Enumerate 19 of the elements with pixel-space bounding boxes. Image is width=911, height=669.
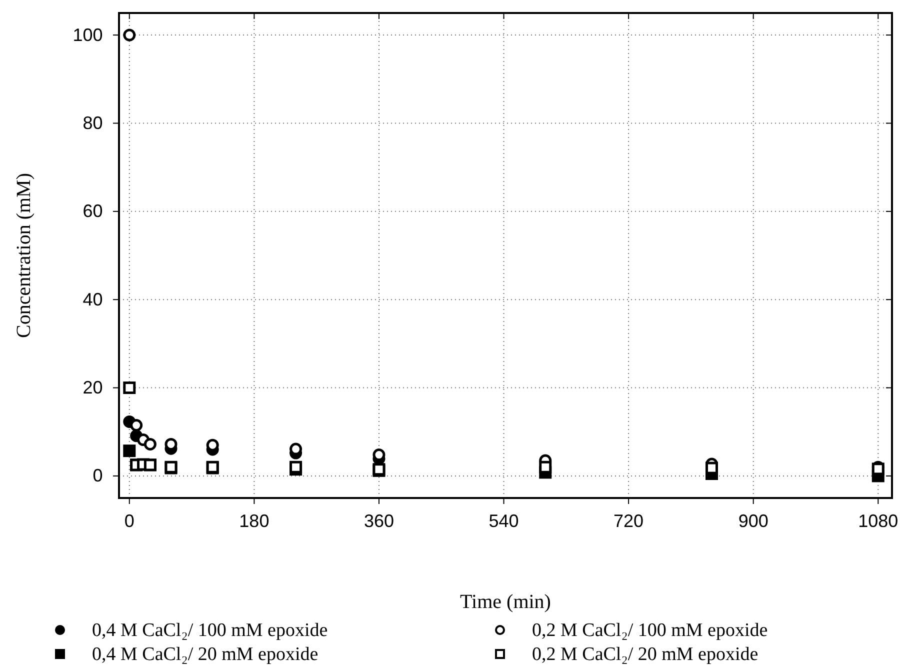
y-tick-label: 40 — [82, 289, 103, 310]
y-tick-label: 100 — [72, 24, 103, 45]
y-tick-label: 80 — [82, 112, 103, 133]
x-tick-label: 360 — [364, 510, 394, 531]
x-tick-label: 0 — [124, 510, 134, 531]
legend-label: 0,4 M CaCl₂/ 100 mM epoxide — [92, 620, 328, 641]
x-tick-label: 1080 — [858, 510, 898, 531]
x-tick-label: 900 — [738, 510, 768, 531]
x-tick-label: 180 — [239, 510, 270, 531]
legend-label: 0,2 M CaCl₂/ 100 mM epoxide — [532, 620, 768, 641]
y-tick-label: 20 — [82, 378, 103, 398]
x-tick-label: 720 — [614, 510, 644, 531]
x-axis-title: Time (min) — [460, 591, 551, 613]
y-tick-label: 0 — [92, 466, 103, 486]
legend-label: 0,2 M CaCl₂/ 20 mM epoxide — [532, 644, 758, 665]
y-axis-title: Concentration (mM) — [13, 173, 35, 338]
y-tick-label: 60 — [82, 201, 103, 222]
x-tick-label: 540 — [488, 510, 519, 531]
legend-label: 0,4 M CaCl₂/ 20 mM epoxide — [92, 644, 318, 665]
